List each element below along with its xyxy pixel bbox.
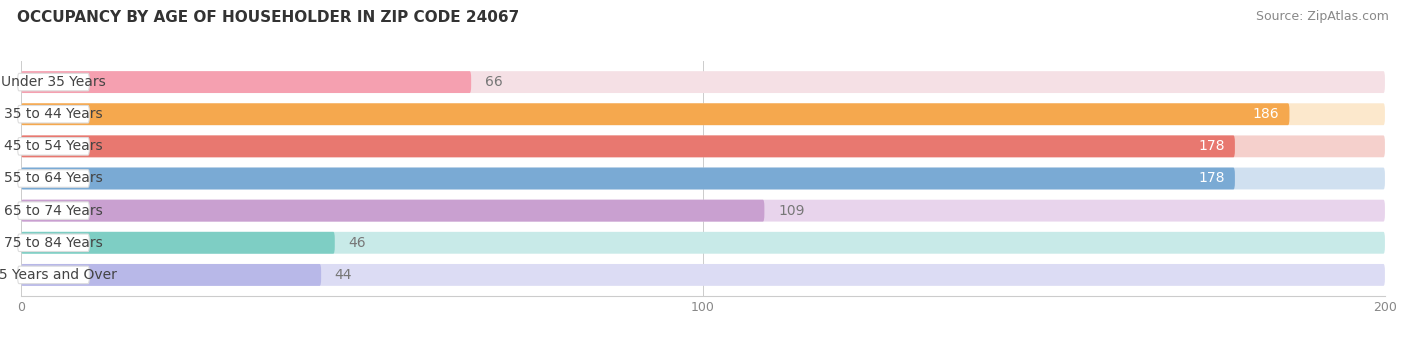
- Text: 178: 178: [1198, 171, 1225, 186]
- Text: Source: ZipAtlas.com: Source: ZipAtlas.com: [1256, 10, 1389, 23]
- FancyBboxPatch shape: [18, 138, 90, 155]
- Text: 85 Years and Over: 85 Years and Over: [0, 268, 117, 282]
- FancyBboxPatch shape: [21, 103, 1385, 125]
- FancyBboxPatch shape: [21, 168, 1234, 189]
- FancyBboxPatch shape: [21, 264, 1385, 286]
- Text: OCCUPANCY BY AGE OF HOUSEHOLDER IN ZIP CODE 24067: OCCUPANCY BY AGE OF HOUSEHOLDER IN ZIP C…: [17, 10, 519, 25]
- FancyBboxPatch shape: [21, 264, 321, 286]
- FancyBboxPatch shape: [18, 202, 90, 219]
- Text: 55 to 64 Years: 55 to 64 Years: [4, 171, 103, 186]
- FancyBboxPatch shape: [21, 71, 1385, 93]
- FancyBboxPatch shape: [21, 200, 765, 222]
- FancyBboxPatch shape: [18, 105, 90, 123]
- FancyBboxPatch shape: [21, 135, 1385, 157]
- Text: 186: 186: [1253, 107, 1279, 121]
- Text: 75 to 84 Years: 75 to 84 Years: [4, 236, 103, 250]
- Text: 46: 46: [349, 236, 366, 250]
- Text: 35 to 44 Years: 35 to 44 Years: [4, 107, 103, 121]
- Text: 66: 66: [485, 75, 502, 89]
- Text: Under 35 Years: Under 35 Years: [1, 75, 105, 89]
- FancyBboxPatch shape: [21, 71, 471, 93]
- Text: 109: 109: [778, 204, 804, 218]
- FancyBboxPatch shape: [21, 168, 1385, 189]
- FancyBboxPatch shape: [18, 234, 90, 252]
- FancyBboxPatch shape: [21, 103, 1289, 125]
- FancyBboxPatch shape: [18, 73, 90, 91]
- Text: 44: 44: [335, 268, 353, 282]
- FancyBboxPatch shape: [18, 170, 90, 187]
- FancyBboxPatch shape: [21, 200, 1385, 222]
- FancyBboxPatch shape: [21, 232, 335, 254]
- FancyBboxPatch shape: [18, 266, 90, 284]
- FancyBboxPatch shape: [21, 135, 1234, 157]
- Text: 178: 178: [1198, 139, 1225, 153]
- FancyBboxPatch shape: [21, 232, 1385, 254]
- Text: 65 to 74 Years: 65 to 74 Years: [4, 204, 103, 218]
- Text: 45 to 54 Years: 45 to 54 Years: [4, 139, 103, 153]
